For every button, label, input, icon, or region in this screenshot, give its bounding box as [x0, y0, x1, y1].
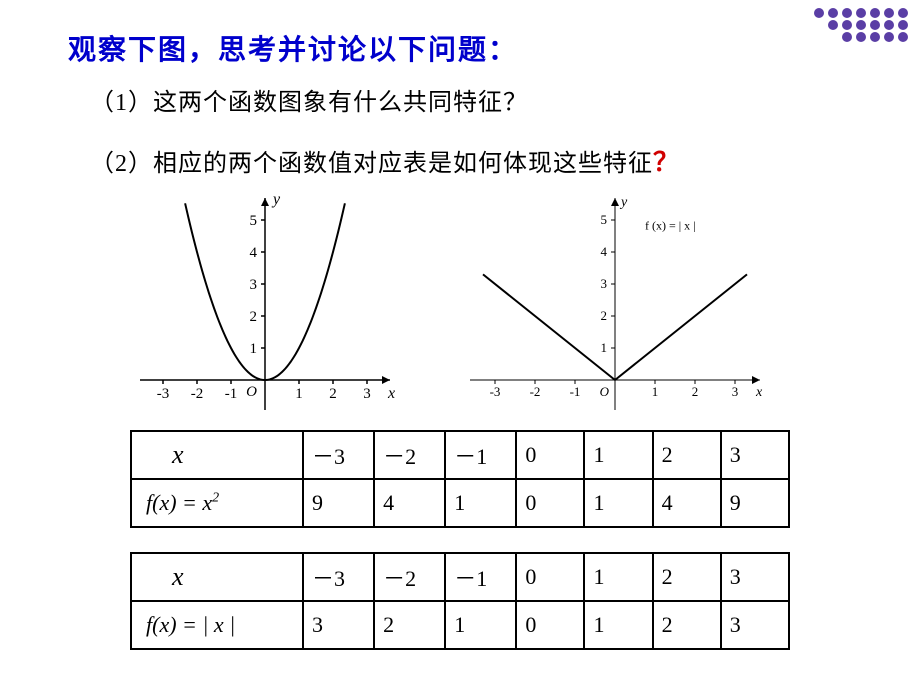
abs-chart: 1 2 3 4 5 -3 -2 -1 O 1 2 3 x y f (x) = | x | [460, 190, 770, 420]
svg-text:O: O [600, 384, 610, 399]
svg-text:3: 3 [250, 277, 258, 293]
f-val: 1 [445, 601, 516, 649]
f-val: 1 [584, 601, 652, 649]
svg-text:-2: -2 [191, 386, 204, 402]
f-val: 4 [653, 479, 721, 527]
x-val: 3 [721, 431, 789, 479]
question-1: （1）这两个函数图象有什么共同特征？ [90, 82, 528, 117]
svg-text:1: 1 [295, 386, 303, 402]
table-row: f(x) = | x | 3 2 1 0 1 2 3 [131, 601, 789, 649]
parabola-chart: 12345-3-2-1O123xy [130, 190, 400, 420]
svg-text:-1: -1 [225, 386, 238, 402]
corner-decoration [814, 8, 908, 42]
red-question-mark: ？ [653, 148, 680, 177]
svg-text:4: 4 [601, 244, 608, 259]
svg-text:-3: -3 [490, 384, 501, 399]
table-row: x －3 －2 －1 0 1 2 3 [131, 431, 789, 479]
svg-text:3: 3 [732, 384, 739, 399]
svg-text:2: 2 [250, 309, 258, 325]
svg-text:O: O [246, 384, 257, 400]
svg-text:-1: -1 [570, 384, 581, 399]
svg-text:2: 2 [329, 386, 337, 402]
x-val: 2 [653, 431, 721, 479]
deco-row [814, 20, 908, 30]
func-sup: 2 [212, 491, 219, 506]
svg-text:5: 5 [601, 212, 608, 227]
svg-text:1: 1 [601, 340, 608, 355]
f-val: 2 [374, 601, 445, 649]
svg-text:x: x [755, 385, 763, 400]
x-val: －3 [303, 553, 374, 601]
q2-text: （2）相应的两个函数值对应表是如何体现这些特征 [90, 151, 653, 177]
x-val: 1 [584, 431, 652, 479]
svg-text:2: 2 [692, 384, 699, 399]
f-val: 9 [721, 479, 789, 527]
table-row: x －3 －2 －1 0 1 2 3 [131, 553, 789, 601]
x-val: 2 [653, 553, 721, 601]
f-val: 4 [374, 479, 445, 527]
x-val: －2 [374, 431, 445, 479]
var-x-cell: x [131, 431, 303, 479]
f-val: 2 [653, 601, 721, 649]
func-label: f(x) = x [146, 490, 212, 515]
x-val: 3 [721, 553, 789, 601]
svg-text:2: 2 [601, 308, 608, 323]
f-val: 3 [721, 601, 789, 649]
svg-text:1: 1 [652, 384, 659, 399]
x-val: 0 [516, 431, 584, 479]
svg-text:-2: -2 [530, 384, 541, 399]
x-val: 0 [516, 553, 584, 601]
f-val: 1 [445, 479, 516, 527]
table-row: f(x) = x2 9 4 1 0 1 4 9 [131, 479, 789, 527]
f-val: 1 [584, 479, 652, 527]
deco-row [814, 32, 908, 42]
f-val: 0 [516, 601, 584, 649]
var-x-cell: x [131, 553, 303, 601]
svg-text:4: 4 [250, 245, 258, 261]
f-val: 3 [303, 601, 374, 649]
table-abs-x: x －3 －2 －1 0 1 2 3 f(x) = | x | 3 2 1 0 … [130, 552, 790, 650]
x-val: －3 [303, 431, 374, 479]
svg-text:5: 5 [250, 213, 258, 229]
x-val: －1 [445, 553, 516, 601]
svg-text:y: y [619, 195, 628, 210]
page-title: 观察下图，思考并讨论以下问题： [68, 28, 518, 68]
table-x-squared: x －3 －2 －1 0 1 2 3 f(x) = x2 9 4 1 0 1 4… [130, 430, 790, 528]
x-val: －2 [374, 553, 445, 601]
f-val: 9 [303, 479, 374, 527]
svg-text:3: 3 [363, 386, 371, 402]
svg-text:x: x [387, 385, 395, 402]
deco-row [814, 8, 908, 18]
func-label-cell: f(x) = | x | [131, 601, 303, 649]
svg-text:-3: -3 [157, 386, 170, 402]
func-label-cell: f(x) = x2 [131, 479, 303, 527]
f-val: 0 [516, 479, 584, 527]
svg-text:f (x) = | x |: f (x) = | x | [645, 219, 696, 233]
x-val: 1 [584, 553, 652, 601]
x-val: －1 [445, 431, 516, 479]
question-2: （2）相应的两个函数值对应表是如何体现这些特征？ [90, 142, 680, 179]
svg-text:1: 1 [250, 341, 258, 357]
svg-text:3: 3 [601, 276, 608, 291]
svg-text:y: y [271, 191, 281, 208]
charts-row: 12345-3-2-1O123xy 12345-3-2-1O123xyf (x)… [130, 190, 770, 420]
tables-area: x －3 －2 －1 0 1 2 3 f(x) = x2 9 4 1 0 1 4… [130, 430, 790, 674]
